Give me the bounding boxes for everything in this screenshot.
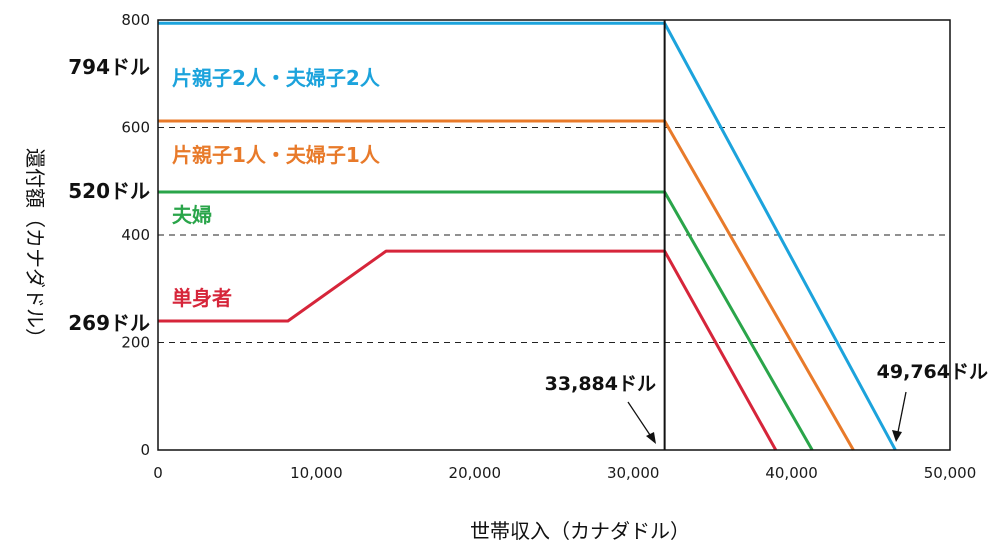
callout-33884: 33,884ドル xyxy=(545,373,656,395)
y-axis-ticks: 0 200 400 600 800 xyxy=(121,11,150,459)
x-axis-ticks: 0 10,000 20,000 30,000 40,000 50,000 xyxy=(153,464,976,482)
series-label-single: 単身者 xyxy=(172,286,232,310)
x-tick-label: 50,000 xyxy=(924,464,977,482)
callout-794: 794ドル xyxy=(68,55,150,79)
arrow-49764 xyxy=(897,391,907,433)
grid-lines xyxy=(158,127,950,343)
y-tick-label: 200 xyxy=(121,334,150,352)
y-axis-title: 還付額（カナダドル） xyxy=(23,148,47,348)
callout-520: 520ドル xyxy=(68,179,150,203)
x-tick-label: 10,000 xyxy=(290,464,343,482)
y-tick-label: 0 xyxy=(140,441,150,459)
y-tick-label: 800 xyxy=(121,11,150,29)
x-tick-label: 20,000 xyxy=(449,464,502,482)
callout-49764: 49,764ドル xyxy=(877,361,988,383)
series-line-3 xyxy=(158,249,778,451)
y-tick-label: 600 xyxy=(121,119,150,137)
series-label-one-child: 片親子1人・夫婦子1人 xyxy=(172,143,381,167)
arrow-49764-head xyxy=(892,430,902,442)
series-label-couple: 夫婦 xyxy=(172,203,212,227)
x-tick-label: 40,000 xyxy=(765,464,818,482)
x-axis-title: 世帯収入（カナダドル） xyxy=(470,519,690,543)
y-tick-label: 400 xyxy=(121,226,150,244)
callout-269: 269ドル xyxy=(68,311,150,335)
plot-frame xyxy=(157,19,951,451)
arrow-33884-head xyxy=(646,432,656,444)
arrow-33884 xyxy=(627,401,653,439)
series-label-two-children: 片親子2人・夫婦子2人 xyxy=(172,66,381,90)
x-tick-label: 30,000 xyxy=(607,464,660,482)
x-tick-label: 0 xyxy=(153,464,163,482)
